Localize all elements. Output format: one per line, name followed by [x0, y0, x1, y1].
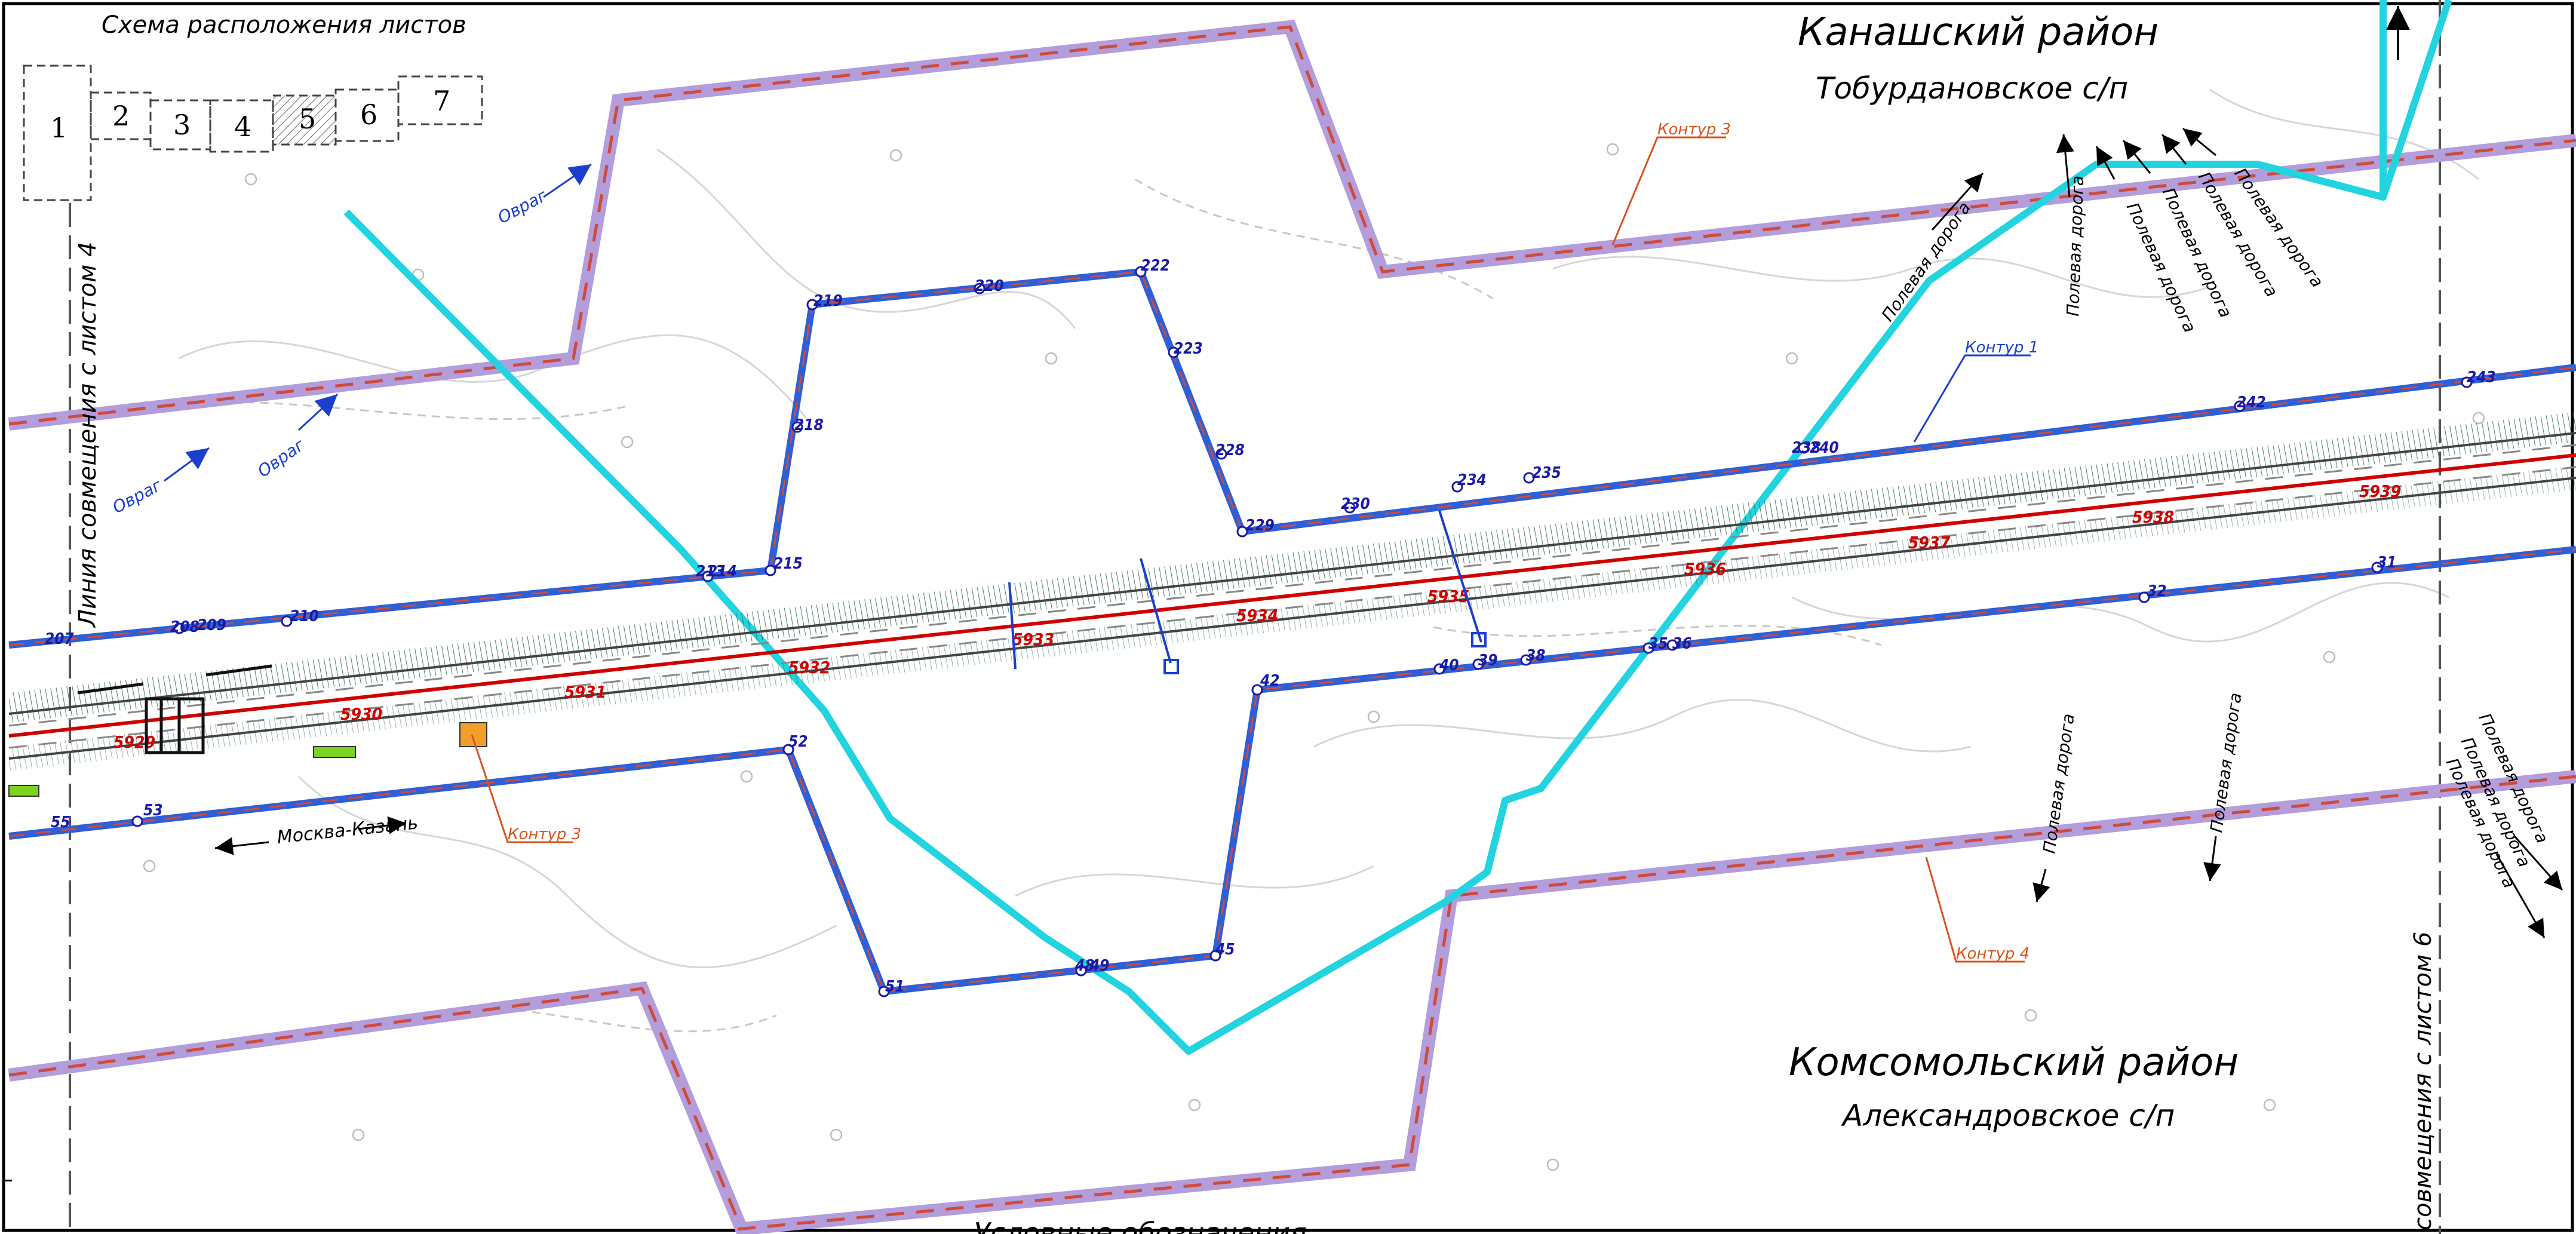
point-label: 238: [1792, 439, 1821, 457]
field-road-label: Полевая дорога: [2063, 175, 2087, 317]
district-border-north: [8, 20, 2576, 431]
sheet-box-5-current: [272, 94, 337, 146]
picket-label: 5930: [340, 704, 382, 724]
point-label: 242: [2237, 394, 2266, 412]
point-label: 52: [788, 733, 808, 751]
sheet-scheme: Схема расположения листов 1 2 3 4 5 6 7: [23, 11, 483, 201]
point-label: 51: [885, 978, 905, 996]
point-label: 49: [1089, 957, 1110, 975]
field-road-arrows: [1931, 127, 2563, 938]
district-border-south: [8, 770, 2576, 1234]
point-label: 222: [1141, 257, 1170, 275]
picket-label: 5936: [1684, 559, 1726, 579]
point-label: 220: [975, 277, 1004, 295]
contour-3-label-top: Контур 3: [1657, 121, 1731, 139]
boundary-point-markers: [131, 266, 2473, 997]
south-settlement-name: Александровское с/п: [1841, 1098, 2175, 1133]
point-label: 235: [1532, 464, 1561, 482]
direction-arrow: [214, 816, 407, 855]
point-label: 234: [1457, 471, 1487, 489]
embankment-north: [9, 412, 2576, 723]
point-label: 215: [773, 555, 803, 573]
south-district-name: Комсомольский район: [1789, 1040, 2239, 1085]
contour-1-leader: [1913, 354, 2031, 443]
point-label: 208: [170, 618, 199, 636]
right-alignment-label: совмещения с листом 6: [2409, 932, 2437, 1230]
sheet-number: 3: [173, 109, 191, 141]
point-label: 223: [1174, 340, 1203, 358]
picket-label: 5929: [113, 732, 155, 752]
point-label: 40: [1439, 656, 1459, 674]
ravine-label: Овраг: [254, 435, 308, 481]
orange-object: [459, 722, 487, 747]
sheet-number: 7: [433, 85, 450, 117]
point-label: 209: [197, 616, 226, 634]
sheet-number: 4: [234, 110, 251, 143]
point-label: 213: [696, 563, 725, 581]
point-label: 53: [143, 802, 163, 819]
point-label: 48: [1074, 957, 1095, 975]
sheet-number: 5: [299, 103, 316, 135]
road-corridor: [8, 432, 2576, 760]
ravine-label: Овраг: [109, 475, 165, 518]
point-label: 207: [45, 630, 75, 648]
ravine-label: Овраг: [495, 186, 551, 228]
picket-label: 5934: [1236, 606, 1278, 625]
point-label: 240: [1810, 439, 1839, 457]
pipeline-cyan: [343, 0, 2452, 1055]
direction-label: Москва-Казань: [276, 812, 419, 848]
sheet-box-7: [397, 75, 483, 125]
picket-label: 5933: [1012, 630, 1054, 649]
point-label: 229: [1245, 517, 1275, 535]
bridge-structure: [77, 664, 272, 754]
sheet-number: 6: [360, 99, 377, 131]
sheet-box-4: [209, 99, 274, 153]
green-object: [313, 746, 356, 758]
crossing-structures: [1008, 510, 1487, 674]
contour-1-label: Контур 1: [1965, 339, 2038, 357]
green-object: [8, 785, 39, 797]
picket-label: 5932: [788, 658, 830, 677]
point-label: 210: [290, 607, 319, 625]
picket-label: 5938: [2132, 507, 2174, 527]
contour-leaders: [471, 136, 2025, 963]
sheet-scheme-title: Схема расположения листов: [102, 11, 466, 39]
north-district-name: Канашский район: [1798, 10, 2159, 54]
point-label: 38: [1526, 647, 1546, 665]
picket-label: 5935: [1427, 587, 1469, 606]
point-label: 39: [1478, 652, 1498, 670]
picket-label: 5937: [1908, 533, 1951, 552]
point-label: 228: [1215, 441, 1245, 459]
picket-label: 5939: [2359, 481, 2401, 501]
picket-label: 5931: [564, 682, 606, 702]
point-label: 45: [1215, 941, 1235, 959]
sheet-number: 1: [50, 112, 67, 144]
point-label: 243: [2467, 369, 2496, 386]
point-label: 230: [1341, 495, 1370, 513]
left-alignment-label: Линия совмещения с листом 4: [74, 242, 102, 628]
point-label: 218: [794, 416, 824, 434]
point-label: 219: [813, 292, 843, 310]
point-label: 31: [2377, 554, 2397, 572]
contour-3-label-bottom: Контур 3: [508, 825, 581, 843]
ravine-arrows: [164, 163, 592, 482]
point-label: 55: [51, 814, 70, 831]
contour-4-label: Контур 4: [1956, 945, 2030, 963]
north-settlement-name: Тобурдановское с/п: [1816, 71, 2128, 106]
point-label: 35: [1648, 635, 1668, 653]
legend-title-partial: Условные обозначения: [974, 1217, 1307, 1234]
sheet-number: 2: [112, 100, 130, 132]
point-label: 36: [1672, 635, 1692, 653]
point-label: 32: [2147, 582, 2167, 600]
point-label: 214: [708, 563, 737, 581]
legend-separator: [4, 1180, 12, 1181]
point-label: 42: [1260, 672, 1280, 690]
